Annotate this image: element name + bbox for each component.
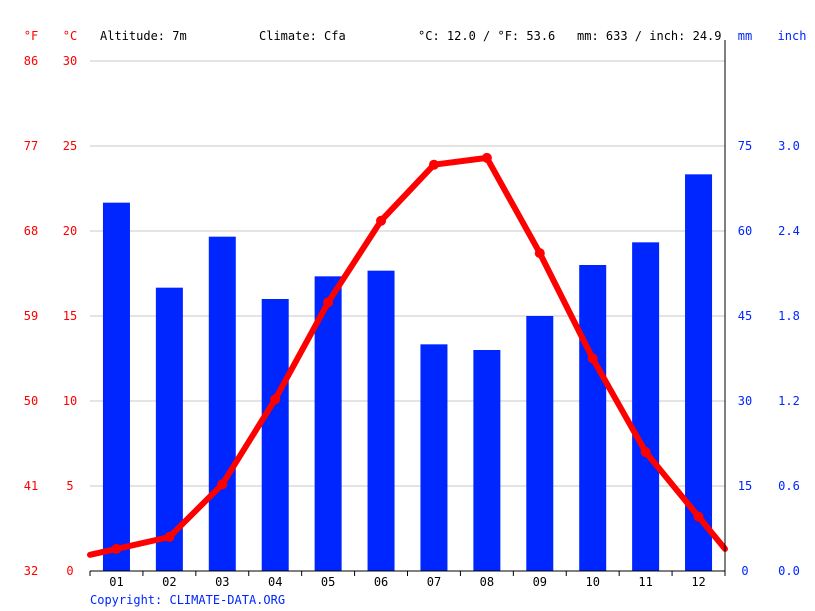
temperature-polyline xyxy=(87,154,728,558)
celsius-tick-label: 25 xyxy=(63,139,77,153)
mm-tick-label: 45 xyxy=(738,309,752,323)
precipitation-summary: mm: 633 / inch: 24.9 xyxy=(577,29,722,43)
precipitation-bar xyxy=(102,202,130,571)
fahrenheit-tick-label: 86 xyxy=(24,54,38,68)
mm-tick-label: 15 xyxy=(738,479,752,493)
month-tick-label: 08 xyxy=(480,575,494,589)
precipitation-bar xyxy=(685,174,713,572)
grid-lines xyxy=(90,60,725,487)
inch-tick-label: 3.0 xyxy=(778,139,800,153)
fahrenheit-unit-label: °F xyxy=(24,29,38,43)
temperature-point xyxy=(640,447,651,457)
mm-tick-label: 75 xyxy=(738,139,752,153)
celsius-tick-label: 0 xyxy=(66,564,73,578)
temperature-point xyxy=(376,215,387,226)
precipitation-bar xyxy=(314,276,342,571)
mm-unit-label: mm xyxy=(738,29,752,43)
fahrenheit-tick-label: 77 xyxy=(24,139,38,153)
fahrenheit-tick-label: 50 xyxy=(24,394,38,408)
mm-tick-label: 0 xyxy=(741,564,748,578)
celsius-tick-label: 20 xyxy=(63,224,77,238)
inch-tick-label: 1.8 xyxy=(778,309,800,323)
precipitation-bar xyxy=(632,242,660,572)
month-tick-label: 04 xyxy=(268,575,282,589)
temperature-point xyxy=(587,353,598,364)
temperature-point xyxy=(534,248,545,259)
month-tick-label: 07 xyxy=(427,575,441,589)
temperature-point xyxy=(270,394,281,405)
month-tick-label: 01 xyxy=(109,575,123,589)
temperature-point xyxy=(481,152,492,163)
month-tick-label: 10 xyxy=(585,575,599,589)
temperature-point xyxy=(693,511,704,522)
temperature-point xyxy=(164,532,175,542)
temperature-point xyxy=(428,159,439,170)
axes xyxy=(89,40,726,576)
climate-label: Climate: Cfa xyxy=(259,29,346,43)
celsius-unit-label: °C xyxy=(63,29,77,43)
altitude-label: Altitude: 7m xyxy=(100,29,187,43)
celsius-tick-label: 30 xyxy=(63,54,77,68)
month-tick-label: 06 xyxy=(374,575,388,589)
temperature-point xyxy=(111,543,122,554)
fahrenheit-tick-label: 32 xyxy=(24,564,38,578)
temperature-point xyxy=(217,479,228,490)
month-tick-label: 09 xyxy=(533,575,547,589)
celsius-tick-label: 10 xyxy=(63,394,77,408)
tick-labels: 0 32 5 41 10 50 15 59 20 68 25 77 30 86 0 0.0 15 0.6 30 1.2… xyxy=(24,54,800,589)
inch-tick-label: 1.2 xyxy=(778,394,800,408)
temperature-line xyxy=(87,152,728,558)
precipitation-bar xyxy=(579,265,607,571)
temperature-summary: °C: 12.0 / °F: 53.6 xyxy=(418,29,555,43)
month-tick-label: 03 xyxy=(215,575,229,589)
precipitation-bar xyxy=(208,236,236,571)
precipitation-bar xyxy=(261,299,289,571)
fahrenheit-tick-label: 59 xyxy=(24,309,38,323)
temperature-point xyxy=(323,297,334,308)
fahrenheit-tick-label: 41 xyxy=(24,479,38,493)
copyright-text: Copyright: CLIMATE-DATA.ORG xyxy=(90,593,285,607)
precipitation-bar xyxy=(155,287,183,571)
precipitation-bar xyxy=(367,270,395,571)
month-tick-label: 02 xyxy=(162,575,176,589)
month-tick-label: 05 xyxy=(321,575,335,589)
precipitation-bar xyxy=(526,316,554,571)
precipitation-bars xyxy=(102,174,713,572)
mm-tick-label: 30 xyxy=(738,394,752,408)
inch-tick-label: 0.6 xyxy=(778,479,800,493)
month-tick-label: 11 xyxy=(638,575,652,589)
precipitation-bar xyxy=(420,344,448,571)
inch-tick-label: 0.0 xyxy=(778,564,800,578)
inch-unit-label: inch xyxy=(778,29,807,43)
celsius-tick-label: 5 xyxy=(66,479,73,493)
inch-tick-label: 2.4 xyxy=(778,224,800,238)
celsius-tick-label: 15 xyxy=(63,309,77,323)
mm-tick-label: 60 xyxy=(738,224,752,238)
precipitation-bar xyxy=(473,350,501,571)
fahrenheit-tick-label: 68 xyxy=(24,224,38,238)
month-tick-label: 12 xyxy=(691,575,705,589)
